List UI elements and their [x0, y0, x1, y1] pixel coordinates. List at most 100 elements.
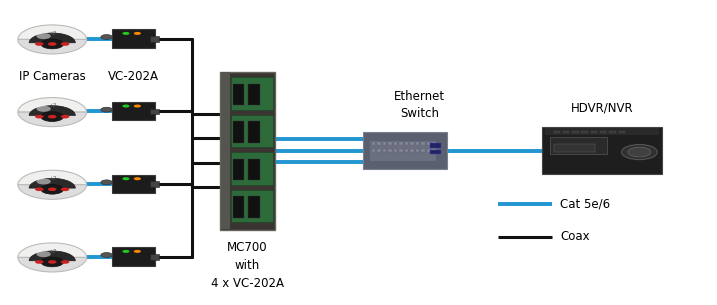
Text: Ethernet
Switch: Ethernet Switch [394, 90, 445, 120]
Bar [151, 109, 159, 114]
Wedge shape [18, 243, 87, 257]
Wedge shape [18, 257, 87, 272]
Bar [545, 128, 659, 135]
Bar [427, 142, 430, 145]
Circle shape [123, 105, 130, 108]
Circle shape [41, 257, 64, 267]
Circle shape [134, 32, 141, 35]
Bar [399, 149, 403, 152]
Circle shape [35, 42, 44, 46]
Circle shape [101, 253, 113, 257]
Circle shape [48, 42, 57, 46]
Bar [232, 196, 244, 217]
Bar [563, 131, 569, 133]
Bar [383, 149, 386, 152]
Circle shape [628, 147, 651, 157]
Wedge shape [18, 185, 87, 199]
Bar [394, 149, 397, 152]
Circle shape [61, 188, 70, 191]
Bar [389, 142, 392, 145]
Bar [371, 149, 375, 152]
Text: IP Cameras: IP Cameras [19, 70, 85, 83]
Bar [151, 254, 159, 260]
Circle shape [37, 106, 51, 112]
Bar [232, 159, 244, 180]
Bar [405, 142, 409, 145]
Bar [572, 131, 579, 133]
Circle shape [101, 34, 113, 39]
Text: Cat 5e/6: Cat 5e/6 [560, 197, 610, 210]
Bar [432, 142, 436, 145]
FancyBboxPatch shape [112, 175, 155, 193]
Bar [369, 142, 436, 161]
Wedge shape [29, 33, 75, 43]
Circle shape [41, 112, 64, 121]
FancyBboxPatch shape [220, 72, 275, 230]
Bar [581, 131, 588, 133]
Wedge shape [29, 251, 75, 261]
FancyBboxPatch shape [112, 247, 155, 266]
Bar [383, 142, 386, 145]
Bar [248, 159, 260, 180]
Text: MC700
with
4 x VC-202A: MC700 with 4 x VC-202A [211, 241, 284, 290]
Bar [221, 72, 230, 229]
Wedge shape [18, 25, 87, 39]
Circle shape [37, 251, 51, 257]
Text: +2: +2 [48, 176, 56, 181]
FancyBboxPatch shape [112, 102, 155, 120]
Wedge shape [18, 98, 87, 112]
Circle shape [101, 180, 113, 185]
Circle shape [123, 250, 130, 253]
Bar [416, 149, 419, 152]
Bar [151, 181, 159, 187]
Circle shape [35, 260, 44, 264]
Wedge shape [29, 106, 75, 115]
Wedge shape [29, 178, 75, 188]
Circle shape [134, 250, 141, 253]
Bar [248, 196, 260, 217]
Bar [232, 152, 272, 185]
Bar [232, 190, 272, 222]
Bar [554, 131, 560, 133]
Circle shape [48, 260, 57, 264]
Wedge shape [18, 170, 87, 185]
Wedge shape [18, 39, 87, 54]
Bar [554, 144, 595, 152]
Circle shape [101, 107, 113, 112]
Circle shape [61, 42, 70, 46]
Bar [151, 36, 159, 41]
Bar [410, 142, 414, 145]
Bar [248, 84, 260, 105]
Bar [232, 84, 244, 105]
Circle shape [622, 145, 657, 160]
Circle shape [61, 115, 70, 118]
Bar [427, 149, 430, 152]
Wedge shape [18, 112, 87, 127]
Circle shape [123, 177, 130, 180]
Bar [232, 121, 244, 142]
Bar [422, 149, 425, 152]
Bar [394, 142, 397, 145]
Circle shape [123, 32, 130, 35]
Bar [399, 142, 403, 145]
Circle shape [37, 178, 51, 185]
Bar [405, 149, 409, 152]
Bar [410, 149, 414, 152]
Bar [248, 121, 260, 142]
FancyBboxPatch shape [363, 132, 447, 169]
FancyBboxPatch shape [112, 30, 155, 48]
Circle shape [35, 188, 44, 191]
Bar [550, 137, 607, 154]
Text: Coax: Coax [560, 230, 590, 243]
Circle shape [41, 185, 64, 194]
Bar [591, 131, 597, 133]
Bar [430, 150, 441, 154]
Bar [432, 149, 436, 152]
Circle shape [48, 188, 57, 191]
Bar [377, 142, 381, 145]
Bar [377, 149, 381, 152]
Bar [371, 142, 375, 145]
Text: VC-202A: VC-202A [108, 70, 158, 83]
Circle shape [37, 33, 51, 39]
Text: +2: +2 [48, 30, 56, 36]
